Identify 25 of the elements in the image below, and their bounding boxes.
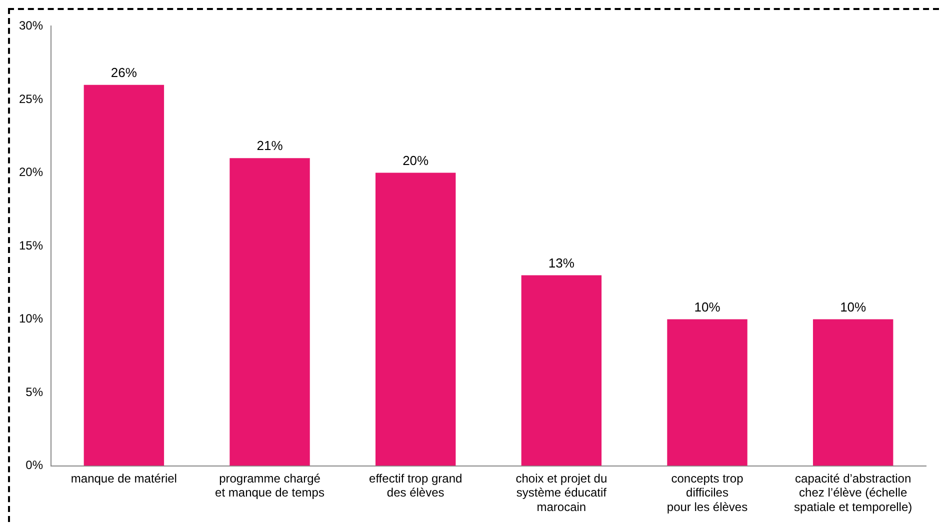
bar <box>812 319 894 466</box>
y-tick-label: 0% <box>26 458 44 472</box>
data-label: 13% <box>548 255 575 270</box>
bar <box>230 158 310 466</box>
bar <box>667 319 748 466</box>
data-label: 10% <box>840 299 867 314</box>
y-tick-label: 30% <box>18 18 44 33</box>
data-label: 21% <box>256 138 284 154</box>
x-tick-label: capacité d’abstraction chez l’élève (échelle spatiale et temporelle) <box>794 471 912 514</box>
y-tick-label: 25% <box>18 92 44 106</box>
x-tick-label: choix et projet du système éducatif marocain <box>516 471 608 514</box>
data-label: 10% <box>694 299 721 314</box>
y-tick-label: 15% <box>18 238 44 252</box>
x-tick-label: programme chargé et manque de temps <box>215 471 324 500</box>
y-tick-label: 10% <box>18 312 44 326</box>
data-label: 26% <box>110 64 138 80</box>
y-tick-label: 20% <box>18 165 44 180</box>
x-tick-label: manque de matériel <box>70 471 177 486</box>
x-tick-label: concepts trop difficiles pour les élèves <box>666 471 748 514</box>
y-tick-label: 5% <box>26 384 44 399</box>
bar <box>521 275 602 466</box>
bar <box>84 84 164 466</box>
x-tick-label: effectif trop grand des élèves <box>369 471 462 500</box>
bar <box>375 172 456 466</box>
data-label: 20% <box>402 152 430 168</box>
